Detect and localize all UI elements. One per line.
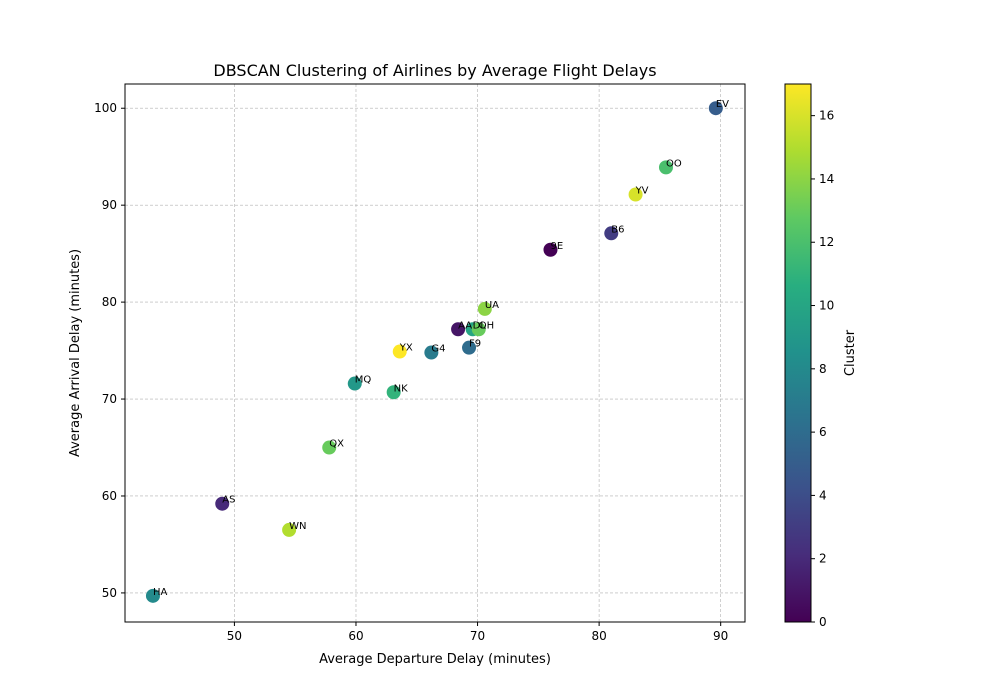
- colorbar-tick-label: 10: [819, 299, 834, 313]
- point-label: MQ: [355, 375, 372, 386]
- y-tick-label: 90: [102, 198, 117, 212]
- colorbar-tick-label: 0: [819, 615, 827, 629]
- data-point: [658, 160, 673, 175]
- y-axis-label: Average Arrival Delay (minutes): [68, 249, 83, 457]
- data-point: [604, 226, 619, 241]
- data-point: [145, 588, 160, 603]
- data-point: [471, 322, 486, 337]
- point-label: UA: [485, 300, 499, 311]
- point-label: 9E: [550, 241, 563, 252]
- colorbar-tick-label: 8: [819, 362, 827, 376]
- point-label: F9: [469, 339, 481, 350]
- point-label: EV: [716, 99, 729, 110]
- colorbar-tick-label: 4: [819, 488, 827, 502]
- data-point: [628, 187, 643, 202]
- plot-area-frame: [124, 83, 746, 623]
- data-point: [451, 322, 466, 337]
- colorbar-tick-label: 12: [819, 235, 834, 249]
- x-axis-ticks: 50 60 70 80 90: [227, 622, 728, 643]
- y-tick-label: 50: [102, 586, 117, 600]
- point-label: OO: [666, 158, 682, 169]
- point-label: QX: [329, 439, 344, 450]
- point-label: B6: [611, 224, 624, 235]
- points-layer: [145, 101, 723, 603]
- point-label: OH: [479, 320, 494, 331]
- point-label: YX: [399, 343, 413, 354]
- grid-layer: [125, 84, 745, 622]
- point-label: WN: [289, 521, 306, 532]
- point-label: DL: [473, 320, 487, 331]
- point-label: NK: [394, 383, 408, 394]
- x-tick-label: 90: [713, 629, 728, 643]
- colorbar-tick-label: 16: [819, 109, 834, 123]
- x-tick-label: 50: [227, 629, 242, 643]
- colorbar-tick-label: 14: [819, 172, 834, 186]
- x-axis-label: Average Departure Delay (minutes): [319, 652, 551, 667]
- chart-title: DBSCAN Clustering of Airlines by Average…: [213, 61, 656, 80]
- data-point: [386, 385, 401, 400]
- point-label: AA: [458, 320, 472, 331]
- y-axis-ticks: 50 60 70 80 90 100: [94, 101, 125, 600]
- point-label: G4: [431, 344, 445, 355]
- y-tick-label: 100: [94, 101, 117, 115]
- data-point: [347, 376, 362, 391]
- x-tick-label: 80: [591, 629, 606, 643]
- colorbar-tick-label: 2: [819, 552, 827, 566]
- data-point: [462, 340, 477, 355]
- y-tick-label: 60: [102, 489, 117, 503]
- colorbar-label: Cluster: [843, 329, 858, 376]
- colorbar-ticks: 0 2 4 6 8 10 12 14 16: [811, 109, 834, 629]
- data-point: [322, 440, 337, 455]
- point-label: YV: [635, 186, 649, 197]
- data-point: [392, 344, 407, 359]
- data-point: [543, 242, 558, 257]
- colorbar: [784, 83, 812, 623]
- point-label: HA: [153, 587, 168, 598]
- point-label: AS: [222, 495, 235, 506]
- x-tick-label: 70: [470, 629, 485, 643]
- data-point: [708, 101, 723, 116]
- data-point: [424, 345, 439, 360]
- y-tick-label: 70: [102, 392, 117, 406]
- x-tick-label: 60: [348, 629, 363, 643]
- data-point: [477, 301, 492, 316]
- data-point: [282, 522, 297, 537]
- y-tick-label: 80: [102, 295, 117, 309]
- data-point: [215, 496, 230, 511]
- colorbar-tick-label: 6: [819, 425, 827, 439]
